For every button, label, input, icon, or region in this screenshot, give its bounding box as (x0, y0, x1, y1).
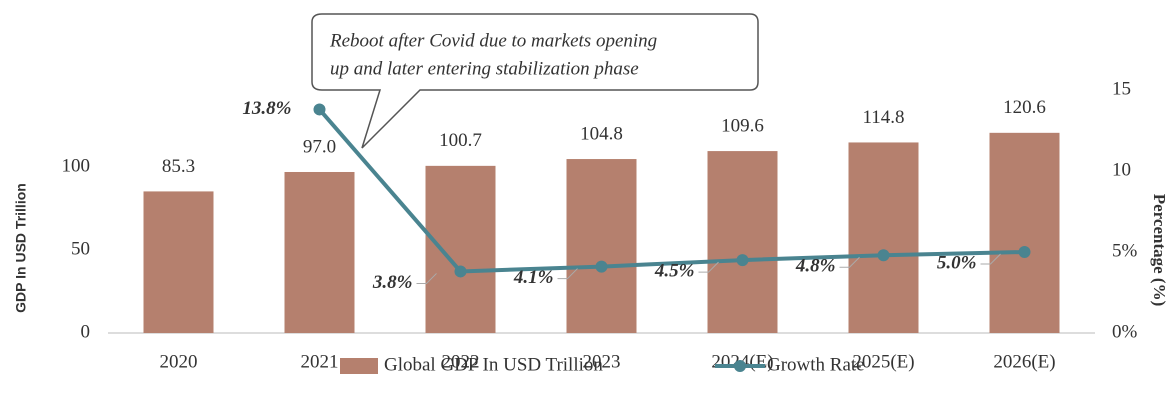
bar (566, 159, 637, 333)
leader-line (557, 268, 578, 280)
y-tick-label: 0 (81, 321, 91, 342)
line-value-label: 5.0% (937, 252, 977, 273)
bar (143, 191, 214, 333)
line-value-label: 4.1% (513, 267, 554, 288)
line (317, 108, 1025, 274)
bar-value-label: 100.7 (439, 130, 482, 151)
y2-tick-label: 0% (1112, 321, 1138, 342)
bar (989, 132, 1060, 333)
x-tick-label: 2020 (160, 351, 198, 372)
annotation: Reboot after Covid due to markets openin… (329, 30, 657, 51)
y-axis-label: GDP In USD Trillion (13, 183, 29, 313)
bar-value-label: 114.8 (862, 107, 904, 128)
y-tick-label: 100 (62, 155, 91, 176)
line-point (1018, 246, 1031, 258)
x-tick-label: 2021 (301, 351, 339, 372)
x-tick-label: 2022 (442, 351, 480, 372)
bar (284, 171, 355, 333)
y2-tick-label: 5% (1112, 240, 1138, 261)
legend-label: Growth Rate (767, 354, 865, 375)
line-point (736, 254, 749, 267)
leader-line (416, 273, 437, 284)
bar-value-label: 97.0 (303, 136, 336, 157)
legend-swatch (340, 358, 378, 374)
bar-value-label: 109.6 (721, 115, 764, 136)
x-tick-label: 2023 (583, 351, 621, 372)
line-value-label: 13.8% (242, 98, 291, 119)
line-point (313, 103, 326, 116)
line-value-label: 3.8% (372, 272, 413, 293)
line-point (877, 249, 890, 262)
y2-axis-label: Percentage (%) (1150, 194, 1169, 307)
bar-value-label: 104.8 (580, 123, 623, 144)
y2-tick-label: 15 (1112, 78, 1131, 99)
legend-swatch (734, 360, 746, 372)
bar-value-label: 120.6 (1003, 97, 1046, 118)
line-value-label: 4.5% (654, 260, 695, 281)
leader-line (980, 253, 1001, 265)
y-tick-label: 50 (71, 238, 90, 259)
bar (707, 151, 778, 333)
annotation: up and later entering stabilization phas… (330, 58, 639, 79)
x-tick-label: 2026(E) (993, 351, 1055, 372)
bar (425, 165, 496, 333)
bar-value-label: 85.3 (162, 156, 195, 177)
leader-line (698, 261, 719, 273)
line-point (595, 260, 608, 273)
y2-tick-label: 10 (1112, 159, 1131, 180)
line-point (454, 265, 467, 278)
legend-label: Global GDP In USD Trillion (384, 354, 603, 375)
leader-line (839, 256, 860, 268)
callout-box (311, 13, 759, 149)
line-value-label: 4.8% (795, 256, 836, 277)
x-tick-label: 2025(E) (852, 351, 914, 372)
bar (848, 142, 919, 333)
